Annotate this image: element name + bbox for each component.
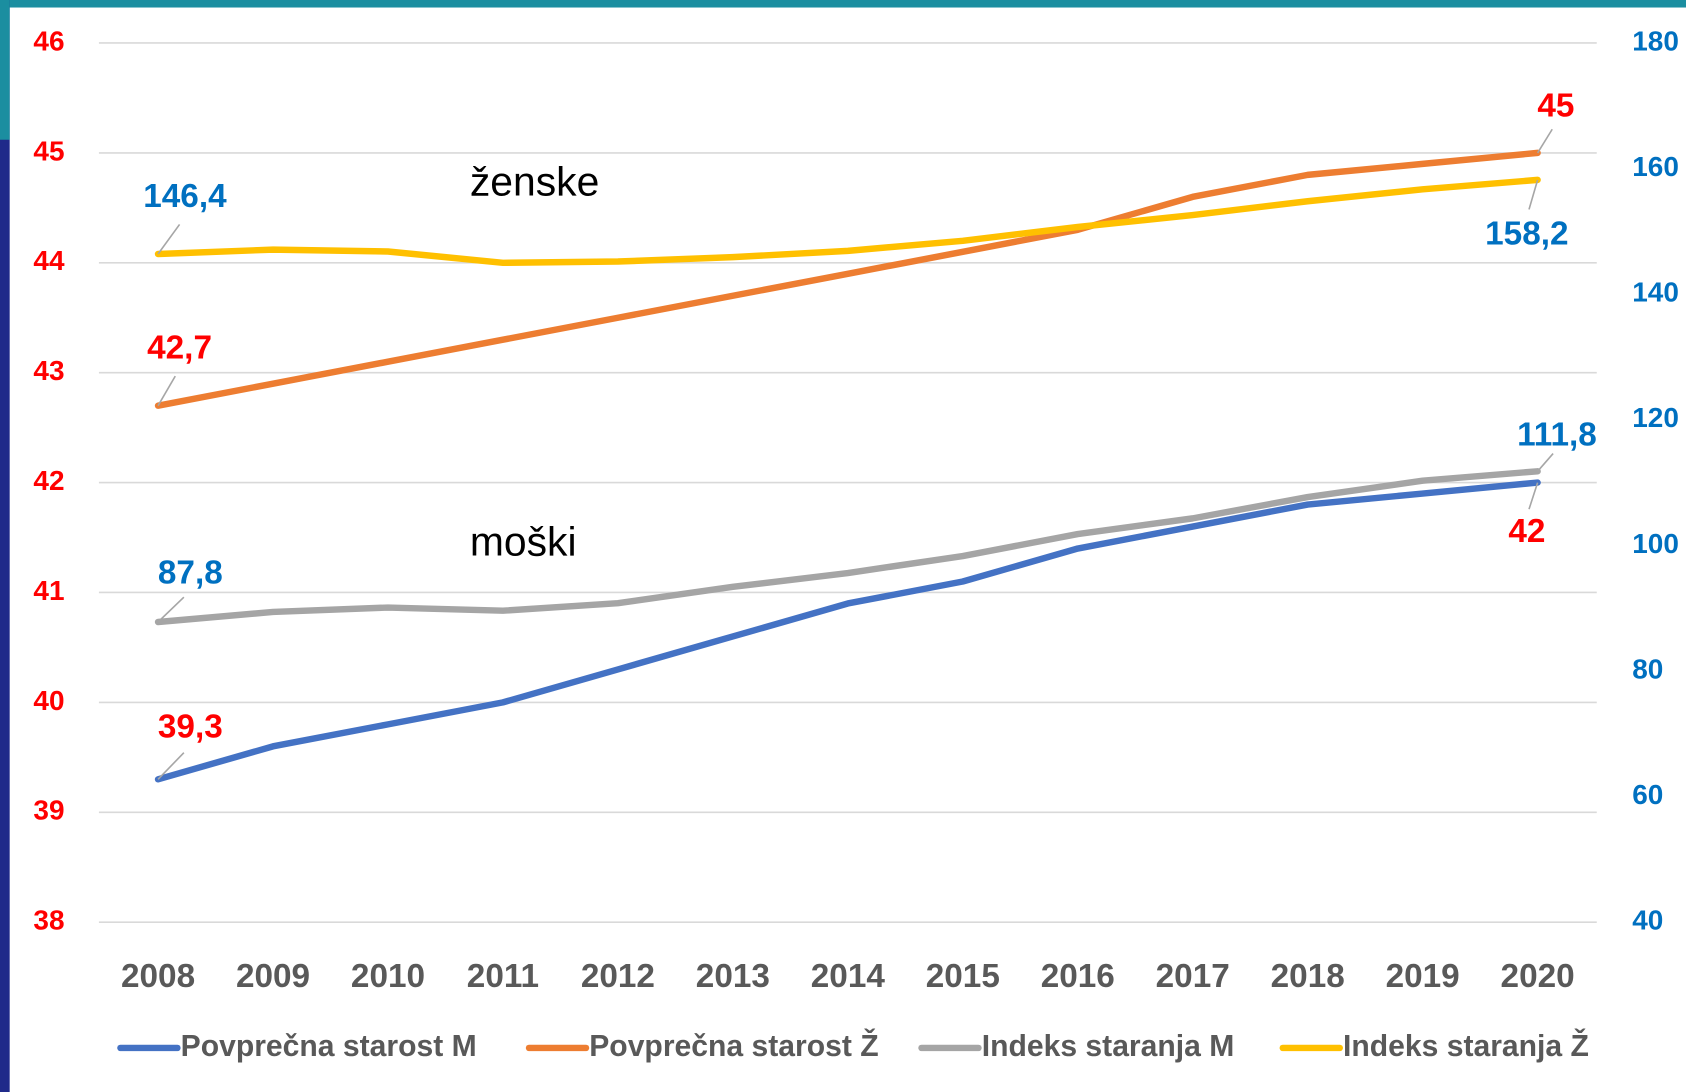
left-strip: [0, 0, 10, 1092]
annotation: ženske: [470, 159, 599, 205]
y-tick-label: 41: [33, 575, 64, 606]
y-tick-label: 40: [33, 685, 64, 716]
data-label: 42: [1508, 513, 1545, 550]
line-series: [154, 468, 1541, 626]
leader-line: [1528, 482, 1539, 510]
y2-tick-label: 80: [1632, 653, 1663, 684]
y2-tick-label: 160: [1632, 151, 1679, 182]
x-tick-label: 2015: [926, 958, 1000, 995]
x-tick-label: 2012: [581, 958, 655, 995]
data-label: 39,3: [158, 709, 223, 746]
line-series: [154, 149, 1541, 409]
leader-line: [1537, 453, 1554, 472]
y2-tick-label: 120: [1632, 402, 1679, 433]
leader-line: [157, 596, 185, 623]
leader-line: [1528, 179, 1539, 210]
data-label: 42,7: [147, 330, 212, 367]
y-tick-label: 38: [33, 905, 64, 936]
data-label: 146,4: [143, 178, 227, 215]
legend-label: Povprečna starost M: [181, 1030, 477, 1063]
legend-label: Povprečna starost Ž: [589, 1029, 878, 1063]
top-strip: [0, 0, 1686, 8]
y2-tick-label: 100: [1632, 528, 1679, 559]
y-tick-label: 39: [33, 795, 64, 826]
leader-line: [157, 752, 185, 780]
y-tick-label: 43: [33, 355, 64, 386]
leader-line: [157, 223, 181, 255]
y2-tick-label: 60: [1632, 779, 1663, 810]
x-tick-label: 2019: [1386, 958, 1460, 995]
legend-label: Indeks staranja Ž: [1343, 1029, 1589, 1063]
x-tick-label: 2018: [1271, 958, 1345, 995]
leader-line: [1536, 128, 1553, 154]
y-tick-label: 44: [33, 245, 65, 276]
y-tick-label: 42: [33, 465, 64, 496]
left-strip-top: [0, 0, 10, 140]
x-tick-label: 2010: [351, 958, 425, 995]
x-tick-label: 2013: [696, 958, 770, 995]
x-tick-label: 2016: [1041, 958, 1115, 995]
y2-tick-label: 180: [1632, 25, 1679, 56]
data-label: 45: [1537, 88, 1574, 125]
y-tick-label: 46: [33, 25, 64, 56]
data-label: 111,8: [1517, 417, 1597, 454]
y2-tick-label: 40: [1632, 905, 1663, 936]
legend-label: Indeks staranja M: [982, 1030, 1235, 1063]
annotation: moški: [470, 519, 577, 565]
y-tick-label: 45: [33, 135, 64, 166]
data-label: 87,8: [158, 555, 223, 592]
x-tick-label: 2020: [1501, 958, 1575, 995]
x-tick-label: 2008: [121, 958, 195, 995]
line-series: [154, 176, 1541, 267]
data-label: 158,2: [1485, 216, 1568, 253]
x-tick-label: 2014: [811, 958, 886, 995]
x-tick-label: 2017: [1156, 958, 1230, 995]
leader-line: [157, 375, 176, 407]
x-tick-label: 2011: [467, 958, 539, 995]
x-tick-label: 2009: [236, 958, 310, 995]
line-series: [154, 479, 1541, 783]
y2-tick-label: 140: [1632, 277, 1679, 308]
